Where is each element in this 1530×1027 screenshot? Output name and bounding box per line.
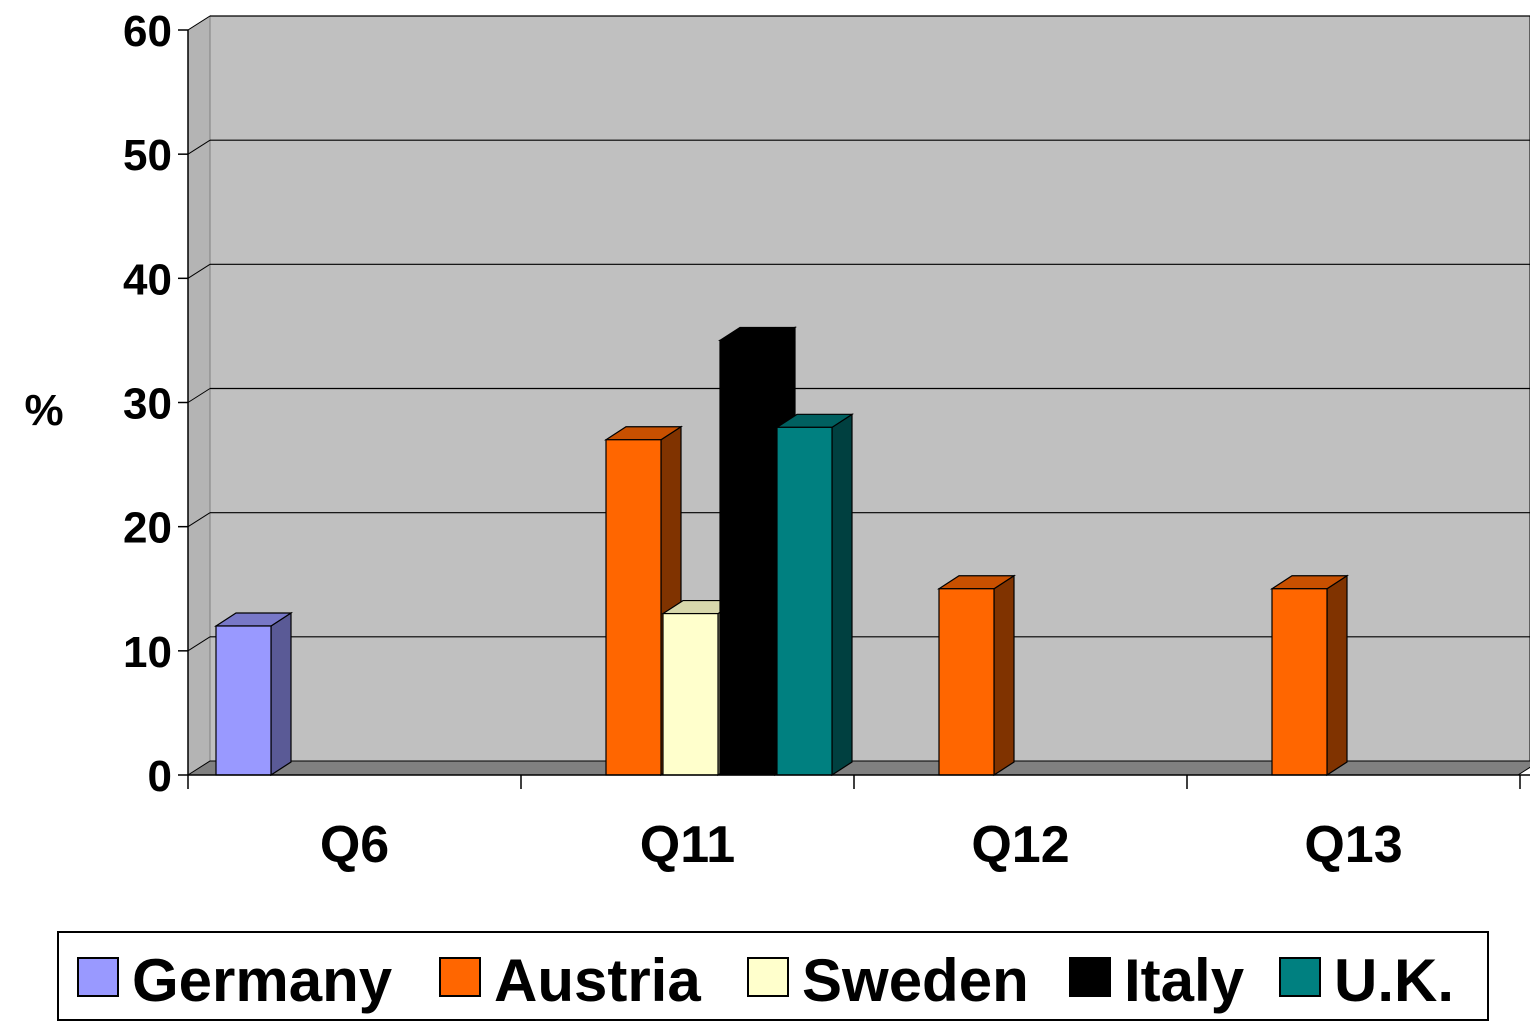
y-tick-label: 30 xyxy=(123,380,172,429)
bar-germany-q6 xyxy=(216,613,291,775)
y-tick-label: 10 xyxy=(123,628,172,677)
bar-side xyxy=(832,414,852,775)
bar-front xyxy=(1272,589,1327,775)
legend-swatch xyxy=(748,958,788,996)
legend: Germany Austria Sweden Italy U.K. xyxy=(58,932,1488,1020)
legend-label: Italy xyxy=(1124,947,1245,1014)
y-tick-label: 60 xyxy=(123,7,172,56)
legend-label: Austria xyxy=(494,947,701,1014)
x-tick-label: Q11 xyxy=(640,816,735,874)
legend-label: U.K. xyxy=(1334,947,1454,1014)
x-tick-label: Q6 xyxy=(320,816,389,874)
bar-side xyxy=(1327,576,1347,775)
y-tick-label: 40 xyxy=(123,255,172,304)
bar-front xyxy=(216,626,271,775)
y-tick-label: 50 xyxy=(123,131,172,180)
bar-u-k-q11 xyxy=(777,414,852,775)
bar-austria-q13 xyxy=(1272,576,1347,775)
bar-side xyxy=(271,613,291,775)
bar-austria-q12 xyxy=(939,576,1014,775)
bar-front xyxy=(663,614,718,775)
bar-side xyxy=(994,576,1014,775)
y-axis-title: % xyxy=(24,386,63,435)
y-tick-label: 0 xyxy=(148,752,172,801)
legend-swatch xyxy=(440,958,480,996)
legend-label: Sweden xyxy=(802,947,1029,1014)
legend-swatch xyxy=(1070,958,1110,996)
bar-front xyxy=(939,589,994,775)
bar-front xyxy=(720,340,775,775)
x-tick-label: Q13 xyxy=(1304,816,1402,874)
y-tick-label: 20 xyxy=(123,504,172,553)
bar-front xyxy=(777,427,832,775)
legend-swatch xyxy=(1280,958,1320,996)
bar-front xyxy=(606,440,661,775)
legend-label: Germany xyxy=(132,947,393,1014)
x-tick-label: Q12 xyxy=(971,816,1069,874)
legend-swatch xyxy=(78,958,118,996)
